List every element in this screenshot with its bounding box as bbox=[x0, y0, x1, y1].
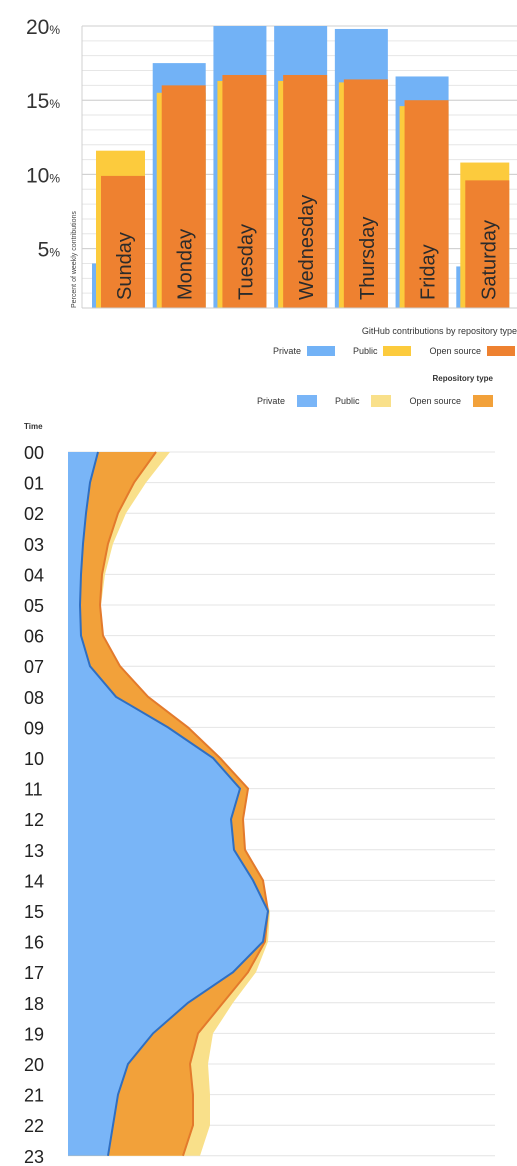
category-label: Friday bbox=[418, 244, 440, 300]
y-tick-label: 10% bbox=[26, 164, 60, 187]
bar-open-source bbox=[101, 175, 145, 308]
legend-swatch bbox=[383, 346, 412, 356]
hour-label: 21 bbox=[24, 1086, 44, 1106]
hourly-area-chart: Time 00 01 02 03 04 05 06 07 08 09 10 11 12 13 14 15 16 17… bbox=[24, 422, 495, 1166]
legend-item: Public bbox=[335, 395, 392, 407]
hour-label: 10 bbox=[24, 749, 44, 769]
hour-label: 00 bbox=[24, 443, 44, 463]
y-axis-title: Time bbox=[24, 422, 43, 431]
bar-open-source bbox=[161, 85, 206, 308]
hour-label: 09 bbox=[24, 718, 44, 738]
legend-swatch bbox=[306, 346, 335, 356]
legend-swatch bbox=[296, 395, 317, 407]
y-axis-title: Percent of weekly contributions bbox=[71, 211, 78, 308]
category-label: Wednesday bbox=[296, 195, 318, 300]
legend-label: Open source bbox=[429, 346, 481, 356]
hour-label: 11 bbox=[24, 780, 43, 800]
category-label: Tuesday bbox=[235, 224, 257, 300]
category-label: Saturday bbox=[478, 220, 500, 300]
hour-label: 22 bbox=[24, 1116, 44, 1136]
legend-item: Private bbox=[273, 346, 335, 356]
bar-open-source bbox=[404, 100, 449, 308]
hour-label: 07 bbox=[24, 657, 44, 677]
category-label: Thursday bbox=[357, 217, 379, 300]
bar-open-source bbox=[222, 74, 267, 309]
hour-label: 20 bbox=[24, 1055, 44, 1075]
y-tick-label: 15% bbox=[26, 90, 60, 113]
legend-item: Public bbox=[353, 346, 412, 356]
hour-label: 13 bbox=[24, 841, 44, 861]
hour-label: 02 bbox=[24, 504, 44, 524]
hour-label: 03 bbox=[24, 535, 44, 555]
legend-swatch bbox=[487, 346, 515, 356]
legend-swatch bbox=[371, 395, 392, 407]
hour-label: 18 bbox=[24, 994, 44, 1014]
legend1: Private Public Open source bbox=[255, 346, 515, 356]
category-label: Sunday bbox=[114, 232, 136, 300]
hour-label: 12 bbox=[24, 810, 44, 830]
legend-item: Open source bbox=[429, 346, 515, 356]
legend-swatch bbox=[473, 395, 493, 407]
legend-label: Private bbox=[272, 346, 301, 356]
bar-open-source bbox=[343, 79, 388, 308]
hour-label: 23 bbox=[24, 1147, 44, 1166]
bar-open-source bbox=[283, 74, 328, 309]
hour-label: 04 bbox=[24, 565, 44, 585]
hour-label: 08 bbox=[24, 688, 44, 708]
y-tick-label: 20% bbox=[26, 16, 60, 39]
hour-label: 05 bbox=[24, 596, 44, 616]
hour-label: 14 bbox=[24, 871, 44, 891]
legend-label: Private bbox=[256, 396, 285, 406]
hour-label: 01 bbox=[24, 474, 44, 494]
legend-label: Public bbox=[352, 346, 378, 356]
legend-label: Open source bbox=[409, 396, 461, 406]
line-open-source bbox=[98, 451, 270, 1157]
y-tick-label: 5% bbox=[38, 239, 61, 262]
hour-label: 17 bbox=[24, 963, 44, 983]
legend-label: Public bbox=[334, 396, 360, 406]
line-private bbox=[78, 451, 270, 1156]
hour-label: 19 bbox=[24, 1024, 44, 1044]
legend-item: Open source bbox=[409, 395, 493, 407]
hour-label: 16 bbox=[24, 933, 44, 953]
hour-label: 06 bbox=[24, 627, 44, 647]
category-label: Monday bbox=[175, 229, 197, 300]
legend1-title: GitHub contributions by repository type bbox=[361, 326, 517, 336]
bar-open-source bbox=[465, 180, 510, 308]
weekday-bar-chart: 5% 10% 15% 20% Percent of weekly contributio… bbox=[26, 16, 517, 309]
legend2-title: Repository type bbox=[432, 374, 493, 383]
hour-label: 15 bbox=[24, 902, 44, 922]
area-private bbox=[68, 452, 268, 1156]
legend2: Private Public Open source bbox=[239, 395, 493, 407]
legend-item: Private bbox=[257, 395, 317, 407]
